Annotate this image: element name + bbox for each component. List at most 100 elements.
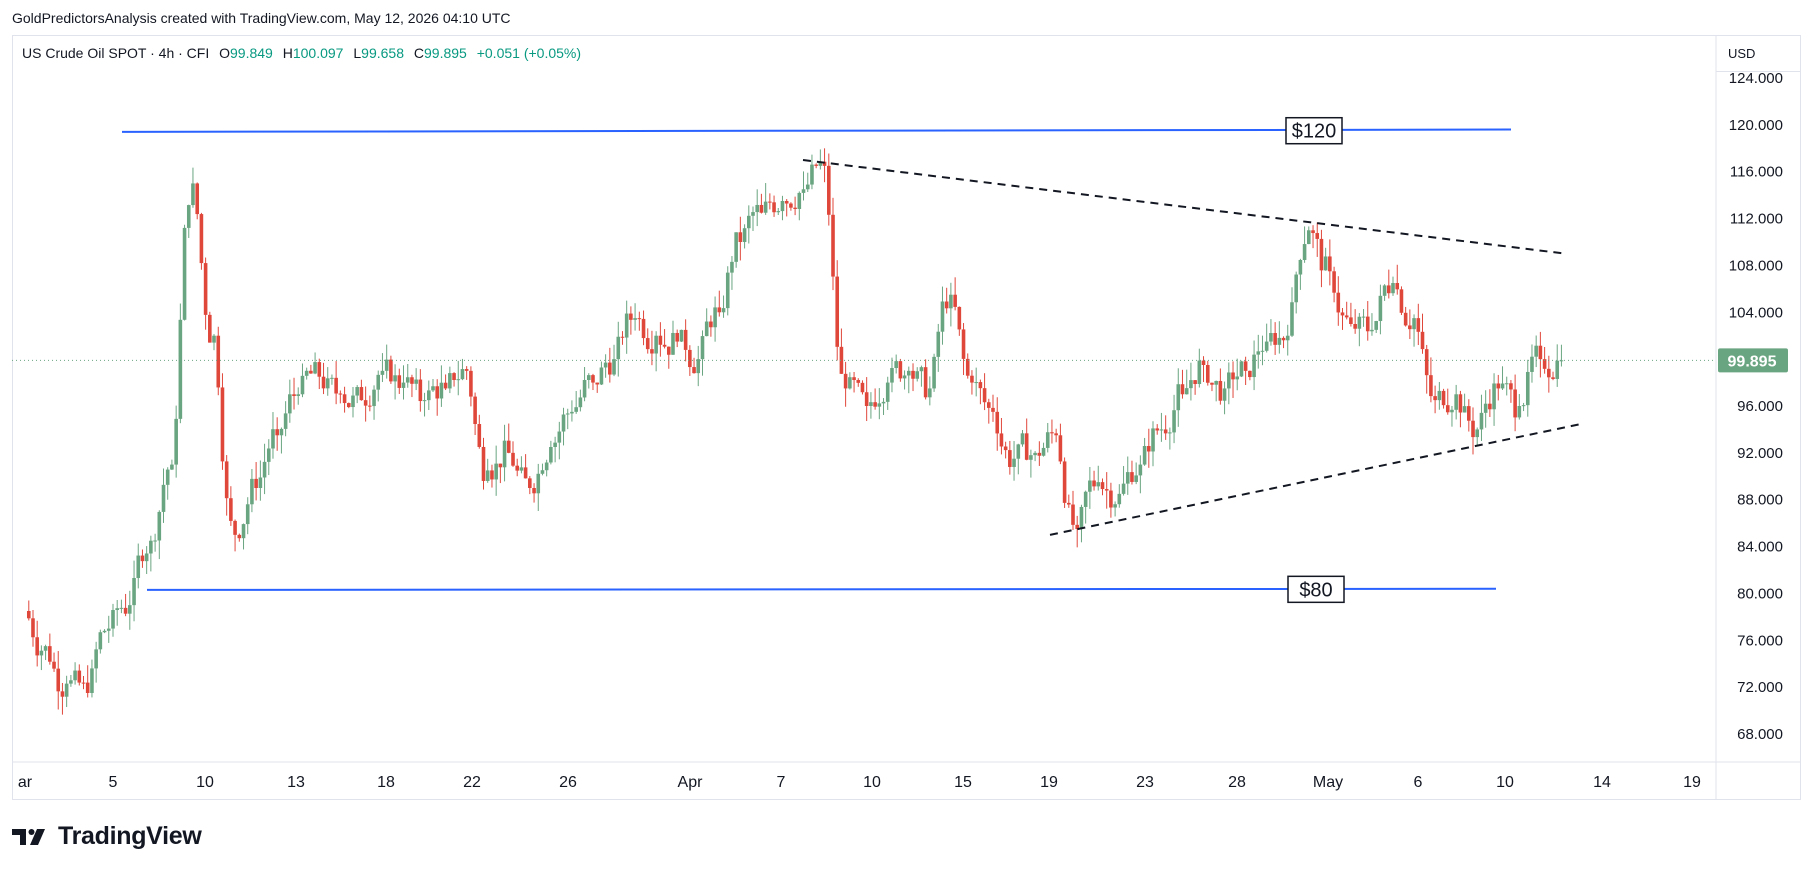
candle-body bbox=[801, 189, 806, 193]
candle-body bbox=[136, 555, 141, 578]
time-tick-label: 7 bbox=[777, 774, 786, 791]
candle-body bbox=[1555, 360, 1560, 379]
candle-body bbox=[1239, 361, 1244, 377]
candle-body bbox=[1429, 375, 1433, 397]
candle-body bbox=[1395, 283, 1400, 290]
candle-body bbox=[1252, 354, 1256, 378]
candle-body bbox=[1521, 405, 1526, 407]
candle-body bbox=[1054, 433, 1058, 436]
candle-body bbox=[355, 387, 359, 396]
currency-selector[interactable]: USD bbox=[1716, 36, 1800, 72]
time-tick-label: 22 bbox=[463, 774, 481, 791]
candle-body bbox=[671, 332, 675, 355]
candle-body bbox=[376, 374, 381, 390]
candle-body bbox=[128, 605, 132, 614]
candle-body bbox=[292, 394, 296, 396]
candle-body bbox=[747, 215, 751, 229]
candle-body bbox=[793, 207, 797, 209]
candle-body bbox=[902, 375, 907, 379]
candle-body bbox=[186, 205, 191, 228]
candle-body bbox=[599, 367, 604, 385]
symbol-legend: US Crude Oil SPOT · 4h · CFI O99.849 H10… bbox=[22, 45, 581, 61]
candle-body bbox=[1391, 283, 1395, 294]
candle-body bbox=[90, 668, 94, 693]
candle-body bbox=[250, 478, 254, 505]
candle-body bbox=[1323, 256, 1328, 271]
candle-body bbox=[616, 336, 621, 360]
price-tick-label: 108.000 bbox=[1729, 257, 1783, 274]
candle-body bbox=[1151, 428, 1155, 452]
candle-body bbox=[199, 214, 204, 264]
candle-body bbox=[144, 553, 149, 562]
time-tick-label: 14 bbox=[1593, 774, 1611, 791]
candle-body bbox=[1235, 376, 1240, 380]
candle-body bbox=[1302, 244, 1307, 260]
low-label: L bbox=[353, 45, 362, 61]
tradingview-logo-icon bbox=[12, 828, 45, 845]
candle-body bbox=[1408, 325, 1412, 330]
symbol-title[interactable]: US Crude Oil SPOT · 4h · CFI bbox=[22, 45, 210, 61]
candle-body bbox=[123, 607, 128, 614]
candle-body bbox=[401, 382, 406, 388]
candle-body bbox=[974, 382, 978, 384]
candle-body bbox=[1227, 372, 1231, 389]
candle-body bbox=[1328, 256, 1332, 272]
candle-body bbox=[1445, 405, 1450, 413]
label-80-text: $80 bbox=[1299, 579, 1332, 601]
low-value: 99.658 bbox=[361, 45, 404, 61]
price-tick-label: 84.000 bbox=[1737, 539, 1783, 556]
candle-body bbox=[970, 375, 974, 383]
candle-body bbox=[1281, 337, 1286, 341]
time-tick-label: 10 bbox=[863, 774, 881, 791]
candle-body bbox=[119, 607, 124, 609]
candle-body bbox=[511, 452, 515, 466]
candle-body bbox=[372, 389, 376, 407]
candle-body bbox=[149, 540, 153, 554]
price-tick-label: 96.000 bbox=[1737, 398, 1783, 415]
candle-body bbox=[502, 440, 507, 468]
candle-body bbox=[1155, 428, 1160, 431]
candle-body bbox=[982, 388, 987, 403]
candle-body bbox=[48, 646, 52, 662]
candle-body bbox=[1340, 312, 1345, 316]
candle-body bbox=[789, 203, 793, 208]
candle-body bbox=[725, 272, 730, 309]
price-tick-label: 76.000 bbox=[1737, 632, 1783, 649]
candle-body bbox=[523, 467, 528, 479]
candle-body bbox=[359, 387, 364, 401]
candle-body bbox=[1050, 432, 1054, 434]
time-tick-label: May bbox=[1313, 774, 1343, 791]
candle-body bbox=[220, 387, 225, 462]
candle-body bbox=[1142, 446, 1147, 465]
candle-body bbox=[1041, 447, 1046, 456]
tradingview-logo[interactable]: TradingView bbox=[12, 822, 202, 851]
candle-body bbox=[780, 201, 785, 212]
candle-body bbox=[624, 313, 629, 338]
candle-body bbox=[1104, 489, 1109, 491]
candle-body bbox=[1378, 295, 1383, 322]
price-tick-label: 120.000 bbox=[1729, 117, 1783, 134]
candle-body bbox=[389, 359, 393, 382]
price-tick-label: 88.000 bbox=[1737, 492, 1783, 509]
candle-body bbox=[1416, 318, 1421, 332]
candle-body bbox=[380, 370, 385, 375]
candle-body bbox=[182, 227, 187, 320]
candle-body bbox=[1492, 383, 1496, 410]
candle-body bbox=[1450, 409, 1454, 413]
candle-body bbox=[704, 321, 709, 337]
candle-body bbox=[26, 611, 31, 619]
candle-body bbox=[456, 379, 461, 381]
candle-body bbox=[1062, 461, 1067, 503]
candle-body bbox=[654, 335, 658, 354]
candle-body bbox=[64, 683, 69, 697]
candle-body bbox=[772, 202, 776, 213]
candle-body bbox=[115, 608, 119, 611]
candle-body bbox=[1517, 406, 1522, 418]
candle-body bbox=[1130, 472, 1134, 482]
candle-body bbox=[751, 212, 755, 216]
candle-body bbox=[1024, 433, 1029, 460]
candle-body bbox=[1344, 315, 1349, 318]
candle-body bbox=[69, 680, 73, 684]
candle-body bbox=[1020, 433, 1025, 445]
